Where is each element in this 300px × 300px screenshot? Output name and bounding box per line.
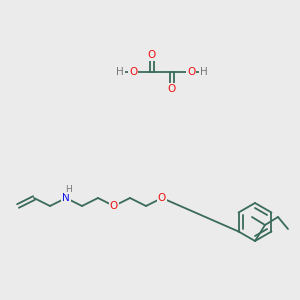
Text: H: H	[64, 184, 71, 194]
Text: O: O	[187, 67, 195, 77]
Text: O: O	[129, 67, 137, 77]
Text: H: H	[116, 67, 124, 77]
Text: H: H	[200, 67, 208, 77]
Text: O: O	[168, 84, 176, 94]
Text: O: O	[148, 50, 156, 60]
Text: O: O	[158, 193, 166, 203]
Text: O: O	[110, 201, 118, 211]
Text: N: N	[62, 193, 70, 203]
